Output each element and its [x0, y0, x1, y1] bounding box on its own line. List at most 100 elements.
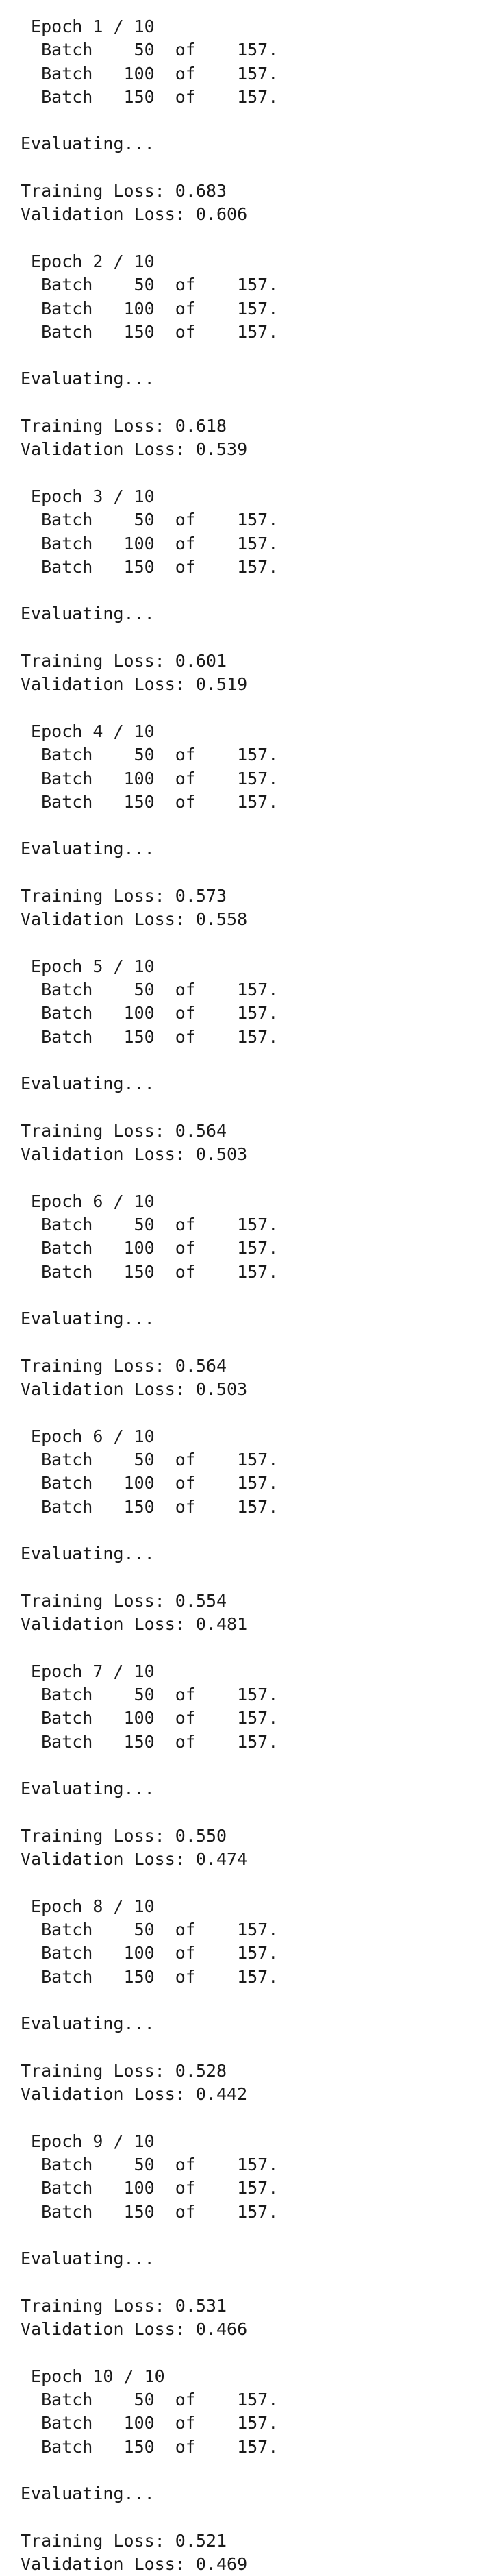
blank-line [21, 697, 278, 720]
batch-progress-line: Batch 150 of 157. [21, 86, 279, 107]
validation-loss-line: Validation Loss: 0.519 [21, 674, 248, 695]
batch-progress-line: Batch 150 of 157. [21, 2436, 279, 2457]
batch-progress-line: Batch 150 of 157. [21, 321, 279, 342]
epoch-header: Epoch 9 / 10 [21, 2131, 155, 2151]
epoch-header: Epoch 6 / 10 [21, 1191, 155, 1211]
evaluating-line: Evaluating... [21, 2014, 155, 2034]
training-loss-line: Training Loss: 0.550 [21, 1825, 227, 1846]
batch-progress-line: Batch 50 of 157. [21, 1450, 279, 1470]
blank-line [21, 2459, 278, 2482]
batch-progress-line: Batch 50 of 157. [21, 275, 279, 295]
batch-progress-line: Batch 150 of 157. [21, 1731, 279, 1752]
epoch-header: Epoch 2 / 10 [21, 251, 155, 271]
blank-line [21, 2505, 278, 2529]
batch-progress-line: Batch 150 of 157. [21, 791, 279, 812]
blank-line [21, 861, 278, 884]
evaluating-line: Evaluating... [21, 134, 155, 154]
validation-loss-line: Validation Loss: 0.474 [21, 1849, 248, 1870]
batch-progress-line: Batch 150 of 157. [21, 1261, 279, 1282]
validation-loss-line: Validation Loss: 0.466 [21, 2319, 248, 2340]
training-loss-line: Training Loss: 0.573 [21, 885, 227, 906]
blank-line [21, 1871, 278, 1894]
validation-loss-line: Validation Loss: 0.558 [21, 909, 248, 930]
epoch-header: Epoch 3 / 10 [21, 486, 155, 506]
batch-progress-line: Batch 50 of 157. [21, 510, 279, 530]
blank-line [21, 1566, 278, 1589]
blank-line [21, 1801, 278, 1824]
blank-line [21, 626, 278, 649]
batch-progress-line: Batch 50 of 157. [21, 1215, 279, 1235]
blank-line [21, 814, 278, 837]
training-loss-line: Training Loss: 0.528 [21, 2060, 227, 2081]
training-loss-line: Training Loss: 0.683 [21, 181, 227, 201]
batch-progress-line: Batch 150 of 157. [21, 2201, 279, 2222]
training-loss-line: Training Loss: 0.521 [21, 2530, 227, 2551]
validation-loss-line: Validation Loss: 0.442 [21, 2084, 248, 2105]
blank-line [21, 1096, 278, 1119]
evaluating-line: Evaluating... [21, 2484, 155, 2504]
batch-progress-line: Batch 100 of 157. [21, 2413, 279, 2433]
batch-progress-line: Batch 100 of 157. [21, 2178, 279, 2199]
batch-progress-line: Batch 150 of 157. [21, 1026, 279, 1047]
validation-loss-line: Validation Loss: 0.606 [21, 204, 248, 225]
validation-loss-line: Validation Loss: 0.503 [21, 1379, 248, 1400]
training-log-output: Epoch 1 / 10 Batch 50 of 157. Batch 100 … [21, 15, 278, 2576]
epoch-header: Epoch 1 / 10 [21, 16, 155, 36]
evaluating-line: Evaluating... [21, 1544, 155, 1564]
training-loss-line: Training Loss: 0.564 [21, 1355, 227, 1376]
evaluating-line: Evaluating... [21, 2249, 155, 2269]
validation-loss-line: Validation Loss: 0.469 [21, 2554, 248, 2575]
blank-line [21, 2271, 278, 2294]
blank-line [21, 344, 278, 367]
batch-progress-line: Batch 50 of 157. [21, 1685, 279, 1705]
blank-line [21, 2224, 278, 2247]
batch-progress-line: Batch 150 of 157. [21, 1496, 279, 1517]
batch-progress-line: Batch 100 of 157. [21, 533, 279, 554]
evaluating-line: Evaluating... [21, 604, 155, 624]
blank-line [21, 391, 278, 414]
blank-line [21, 1636, 278, 1659]
blank-line [21, 1754, 278, 1777]
training-loss-line: Training Loss: 0.618 [21, 416, 227, 436]
blank-line [21, 2036, 278, 2059]
evaluating-line: Evaluating... [21, 839, 155, 859]
blank-line [21, 1519, 278, 1542]
blank-line [21, 109, 278, 132]
training-loss-line: Training Loss: 0.531 [21, 2295, 227, 2316]
validation-loss-line: Validation Loss: 0.481 [21, 1614, 248, 1635]
epoch-header: Epoch 4 / 10 [21, 721, 155, 741]
batch-progress-line: Batch 50 of 157. [21, 2389, 279, 2410]
batch-progress-line: Batch 100 of 157. [21, 768, 279, 789]
blank-line [21, 1402, 278, 1425]
batch-progress-line: Batch 50 of 157. [21, 745, 279, 765]
blank-line [21, 1284, 278, 1307]
evaluating-line: Evaluating... [21, 369, 155, 389]
batch-progress-line: Batch 100 of 157. [21, 298, 279, 319]
blank-line [21, 1989, 278, 2012]
blank-line [21, 1167, 278, 1190]
batch-progress-line: Batch 150 of 157. [21, 556, 279, 577]
blank-line [21, 1049, 278, 1072]
blank-line [21, 1331, 278, 1354]
batch-progress-line: Batch 50 of 157. [21, 980, 279, 1000]
blank-line [21, 932, 278, 955]
blank-line [21, 2106, 278, 2129]
blank-line [21, 227, 278, 250]
evaluating-line: Evaluating... [21, 1074, 155, 1094]
batch-progress-line: Batch 50 of 157. [21, 1920, 279, 1940]
validation-loss-line: Validation Loss: 0.503 [21, 1144, 248, 1165]
blank-line [21, 2341, 278, 2364]
epoch-header: Epoch 8 / 10 [21, 1896, 155, 1916]
evaluating-line: Evaluating... [21, 1309, 155, 1329]
epoch-header: Epoch 10 / 10 [21, 2366, 165, 2386]
epoch-header: Epoch 5 / 10 [21, 956, 155, 976]
batch-progress-line: Batch 50 of 157. [21, 40, 279, 60]
batch-progress-line: Batch 100 of 157. [21, 1238, 279, 1259]
blank-line [21, 462, 278, 485]
epoch-header: Epoch 6 / 10 [21, 1426, 155, 1446]
training-loss-line: Training Loss: 0.601 [21, 651, 227, 671]
evaluating-line: Evaluating... [21, 1779, 155, 1799]
training-loss-line: Training Loss: 0.564 [21, 1120, 227, 1141]
batch-progress-line: Batch 100 of 157. [21, 1943, 279, 1964]
batch-progress-line: Batch 100 of 157. [21, 63, 279, 84]
